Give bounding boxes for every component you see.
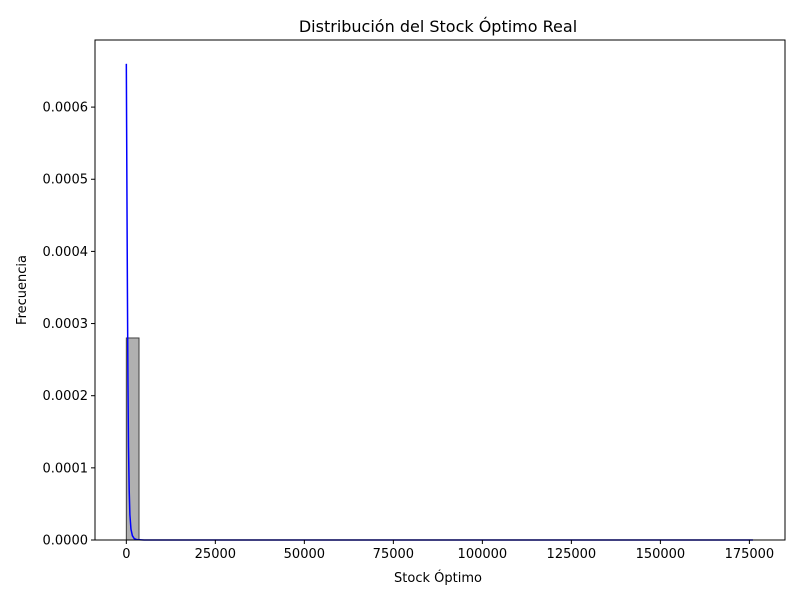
y-tick-label: 0.0003 bbox=[43, 317, 89, 332]
x-tick-label: 100000 bbox=[458, 547, 508, 562]
y-tick-label: 0.0005 bbox=[43, 173, 89, 188]
y-axis-label: Frecuencia bbox=[15, 255, 30, 325]
x-tick-label: 25000 bbox=[195, 547, 236, 562]
chart-title: Distribución del Stock Óptimo Real bbox=[299, 17, 577, 36]
y-tick-label: 0.0006 bbox=[43, 101, 89, 116]
x-tick-label: 125000 bbox=[547, 547, 597, 562]
x-tick-label: 0 bbox=[122, 547, 130, 562]
plot-frame bbox=[94, 39, 786, 541]
y-tick-label: 0.0004 bbox=[43, 245, 89, 260]
x-tick-label: 150000 bbox=[636, 547, 686, 562]
x-tick-label: 75000 bbox=[373, 547, 414, 562]
x-tick-label: 175000 bbox=[725, 547, 775, 562]
kde-line bbox=[125, 63, 753, 541]
y-tick-label: 0.0001 bbox=[43, 461, 89, 476]
y-tick-label: 0.0000 bbox=[43, 534, 89, 549]
x-tick-label: 50000 bbox=[284, 547, 325, 562]
y-tick-label: 0.0002 bbox=[43, 389, 89, 404]
x-axis-label: Stock Óptimo bbox=[394, 570, 482, 586]
